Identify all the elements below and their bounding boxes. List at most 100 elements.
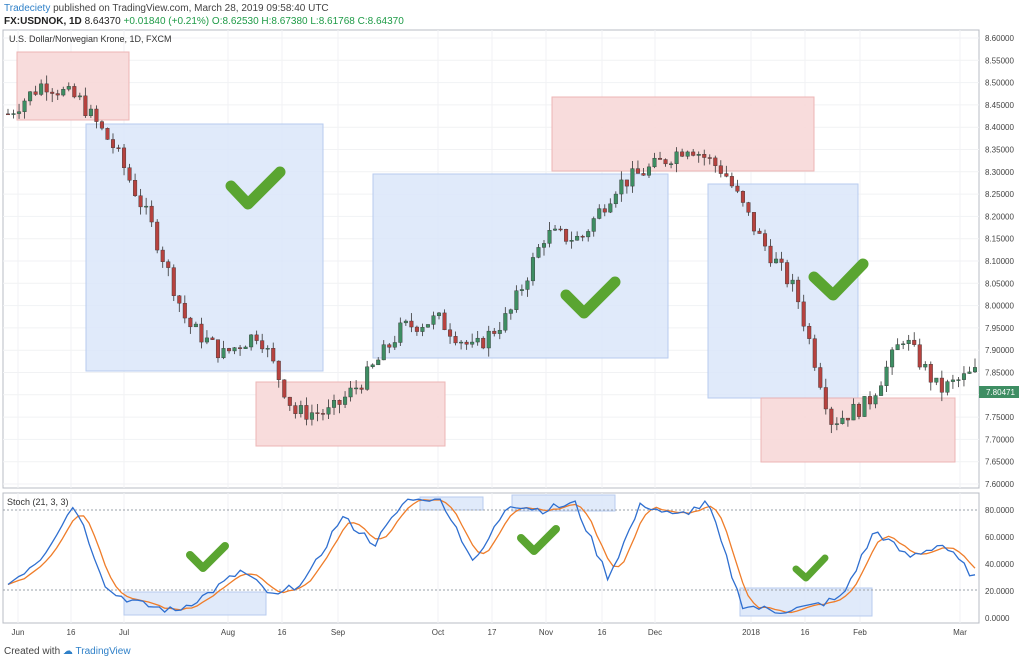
candle bbox=[685, 151, 690, 157]
last-price: 8.64370 bbox=[84, 16, 121, 27]
stoch-blue-box-3 bbox=[511, 494, 616, 512]
time-tick-label: Jun bbox=[12, 628, 25, 637]
candle bbox=[807, 325, 812, 339]
open-value: O:8.62530 bbox=[211, 16, 259, 27]
stoch-tick-label: 0.0000 bbox=[985, 614, 1010, 623]
candle bbox=[149, 205, 154, 223]
candle bbox=[133, 180, 138, 196]
candle bbox=[950, 379, 955, 382]
price-tick-label: 8.00000 bbox=[985, 302, 1014, 311]
check-icon bbox=[186, 542, 229, 572]
candle bbox=[928, 364, 933, 383]
stoch-tick-label: 20.0000 bbox=[985, 587, 1014, 596]
candle bbox=[166, 261, 171, 268]
candle bbox=[365, 366, 370, 390]
candle bbox=[845, 417, 850, 421]
price-tick-label: 7.90000 bbox=[985, 346, 1014, 355]
candle bbox=[840, 417, 845, 424]
price-axis[interactable]: 8.60000 8.55000 8.50000 8.45000 8.40000 8.350… bbox=[985, 34, 1014, 489]
candle bbox=[879, 385, 884, 396]
candle bbox=[420, 327, 425, 332]
price-tick-label: 7.85000 bbox=[985, 369, 1014, 378]
candle bbox=[890, 349, 895, 368]
price-tick-label: 7.60000 bbox=[985, 480, 1014, 489]
candle bbox=[359, 387, 364, 390]
stoch-pane-title: Stoch (21, 3, 3) bbox=[7, 497, 69, 507]
price-tick-label: 8.50000 bbox=[985, 79, 1014, 88]
time-axis[interactable]: Jun 16 Jul Aug 16 Sep Oct 17 Nov 16 Dec 2018 16 Feb Ma… bbox=[12, 628, 968, 637]
candle bbox=[785, 262, 790, 285]
time-tick-label: 16 bbox=[278, 628, 287, 637]
candle bbox=[254, 334, 259, 341]
tradingview-link[interactable]: TradingView bbox=[75, 646, 131, 657]
red-box-3 bbox=[551, 96, 815, 172]
candle bbox=[724, 173, 729, 177]
candle bbox=[50, 91, 55, 94]
candle bbox=[17, 111, 22, 114]
time-tick-label: Nov bbox=[539, 628, 553, 637]
candle bbox=[182, 302, 187, 319]
candle bbox=[646, 166, 651, 176]
candle bbox=[144, 205, 149, 208]
candle bbox=[122, 147, 127, 168]
candle bbox=[718, 165, 723, 174]
candle bbox=[110, 139, 115, 148]
time-tick-label: Feb bbox=[853, 628, 867, 637]
footer: Created with ☁ TradingView bbox=[4, 646, 131, 657]
time-tick-label: Mar bbox=[953, 628, 967, 637]
candle bbox=[519, 289, 524, 291]
candle bbox=[215, 339, 220, 359]
candle bbox=[492, 330, 497, 334]
stoch-axis[interactable]: 80.0000 60.0000 40.0000 20.0000 0.0000 bbox=[985, 506, 1014, 623]
candle bbox=[77, 95, 82, 98]
price-tick-label: 7.95000 bbox=[985, 324, 1014, 333]
candle bbox=[221, 348, 226, 359]
candle bbox=[751, 212, 756, 232]
chart-area[interactable]: U.S. Dollar/Norwegian Krone, 1D, FXCM St… bbox=[0, 28, 1024, 649]
candle bbox=[387, 344, 392, 348]
candle bbox=[343, 396, 348, 405]
candle bbox=[763, 233, 768, 247]
candle bbox=[227, 348, 232, 352]
author-link[interactable]: Tradeciety bbox=[4, 3, 51, 14]
price-tick-label: 7.75000 bbox=[985, 413, 1014, 422]
candle bbox=[829, 408, 834, 425]
candle bbox=[442, 312, 447, 331]
time-tick-label: Jul bbox=[119, 628, 129, 637]
publish-header: Tradeciety published on TradingView.com,… bbox=[4, 3, 329, 14]
candle bbox=[315, 412, 320, 414]
candle bbox=[193, 323, 198, 328]
candle bbox=[834, 423, 839, 425]
candle bbox=[525, 280, 530, 290]
candle bbox=[696, 154, 701, 156]
check-marks bbox=[186, 166, 869, 582]
candle bbox=[823, 387, 828, 410]
candle bbox=[691, 151, 696, 156]
candle bbox=[28, 91, 33, 102]
candle bbox=[453, 336, 458, 344]
candle bbox=[177, 295, 182, 304]
time-tick-label: 2018 bbox=[742, 628, 760, 637]
candle bbox=[160, 249, 165, 262]
price-tick-label: 7.70000 bbox=[985, 435, 1014, 444]
candle bbox=[586, 231, 591, 238]
candle bbox=[199, 323, 204, 343]
candle bbox=[774, 258, 779, 264]
time-tick-label: Dec bbox=[648, 628, 662, 637]
candle bbox=[658, 157, 663, 160]
candle bbox=[370, 364, 375, 368]
candle bbox=[39, 83, 44, 95]
candle bbox=[486, 330, 491, 349]
candle bbox=[459, 341, 464, 344]
stoch-tick-label: 40.0000 bbox=[985, 560, 1014, 569]
candle bbox=[713, 157, 718, 166]
price-pane-title: U.S. Dollar/Norwegian Krone, 1D, FXCM bbox=[9, 34, 172, 44]
candle bbox=[541, 243, 546, 248]
candle bbox=[624, 179, 629, 187]
price-tick-label: 8.40000 bbox=[985, 123, 1014, 132]
candle bbox=[138, 195, 143, 208]
candle bbox=[437, 312, 442, 316]
candle bbox=[508, 309, 513, 314]
time-tick-label: Oct bbox=[432, 628, 445, 637]
candle bbox=[155, 221, 160, 251]
